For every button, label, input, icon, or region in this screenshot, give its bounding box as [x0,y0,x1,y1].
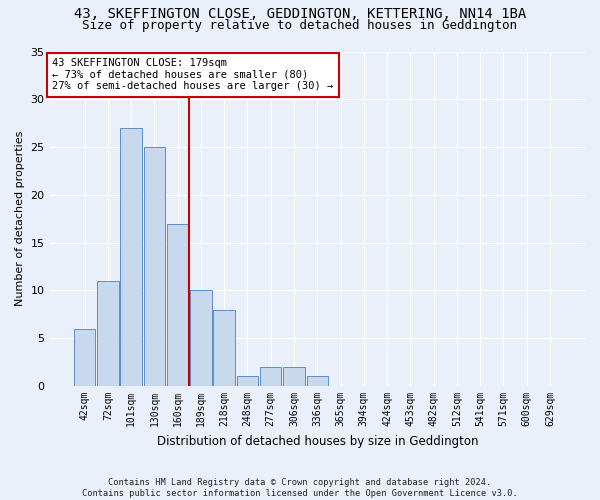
Bar [74,328,95,386]
Bar [143,147,165,386]
Bar [121,128,142,386]
Bar [237,376,258,386]
Text: 43 SKEFFINGTON CLOSE: 179sqm
← 73% of detached houses are smaller (80)
27% of se: 43 SKEFFINGTON CLOSE: 179sqm ← 73% of de… [52,58,334,92]
Text: 43, SKEFFINGTON CLOSE, GEDDINGTON, KETTERING, NN14 1BA: 43, SKEFFINGTON CLOSE, GEDDINGTON, KETTE… [74,8,526,22]
X-axis label: Distribution of detached houses by size in Geddington: Distribution of detached houses by size … [157,434,478,448]
Bar [97,281,119,386]
Y-axis label: Number of detached properties: Number of detached properties [15,131,25,306]
Text: Contains HM Land Registry data © Crown copyright and database right 2024.
Contai: Contains HM Land Registry data © Crown c… [82,478,518,498]
Bar [260,367,281,386]
Text: Size of property relative to detached houses in Geddington: Size of property relative to detached ho… [83,18,517,32]
Bar [167,224,188,386]
Bar [307,376,328,386]
Bar [190,290,212,386]
Bar [283,367,305,386]
Bar [214,310,235,386]
